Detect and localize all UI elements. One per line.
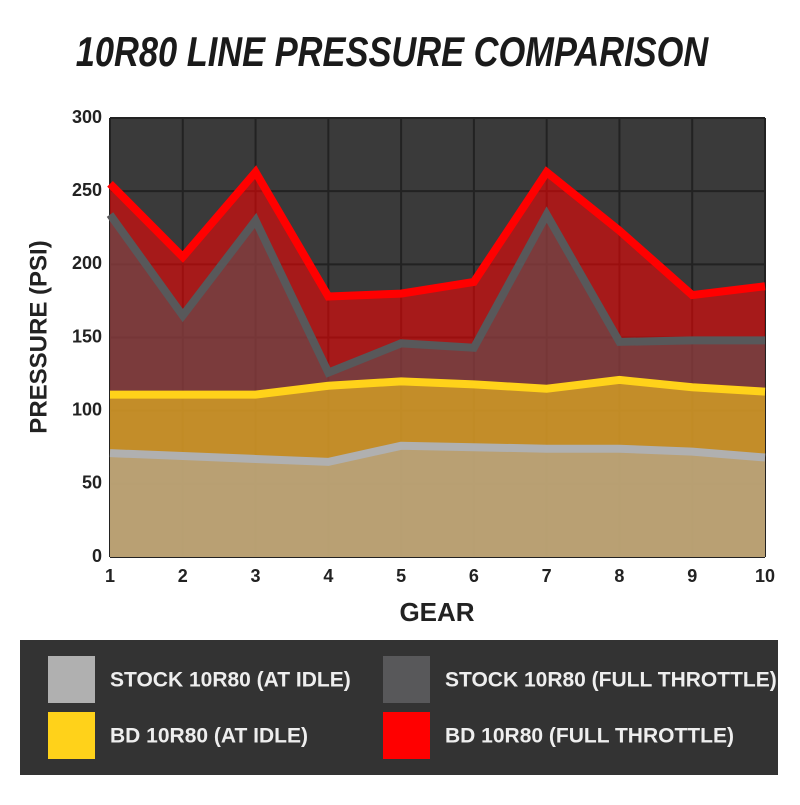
y-tick-label: 200 <box>72 253 102 273</box>
y-tick-label: 100 <box>72 399 102 419</box>
legend-swatch <box>383 712 430 759</box>
x-tick-label: 4 <box>323 566 333 586</box>
x-tick-label: 10 <box>755 566 775 586</box>
legend: STOCK 10R80 (AT IDLE) STOCK 10R80 (FULL T… <box>48 656 777 759</box>
y-tick-label: 50 <box>82 473 102 493</box>
x-tick-label: 8 <box>614 566 624 586</box>
areas <box>106 165 766 558</box>
x-axis-label: GEAR <box>399 597 474 627</box>
chart-title: 10R80 LINE PRESSURE COMPARISON <box>76 29 710 76</box>
x-tick-label: 6 <box>469 566 479 586</box>
area-fill <box>110 445 765 557</box>
legend-label: BD 10R80 (AT IDLE) <box>110 725 308 748</box>
legend-swatch <box>383 656 430 703</box>
y-tick-label: 250 <box>72 180 102 200</box>
series-line <box>110 375 766 399</box>
legend-swatch <box>48 712 95 759</box>
y-axis-label: PRESSURE (PSI) <box>25 240 52 433</box>
y-tick-label: 150 <box>72 326 102 346</box>
x-tick-label: 5 <box>396 566 406 586</box>
legend-label: BD 10R80 (FULL THROTTLE) <box>445 725 734 748</box>
x-tick-label: 1 <box>105 566 115 586</box>
x-tick-label: 7 <box>542 566 552 586</box>
labels: 0 50 100 150 200 250 300 1 2 3 4 5 6 7 8 9 10 <box>72 107 775 586</box>
series-line <box>106 206 765 378</box>
x-tick-label: 3 <box>251 566 261 586</box>
x-tick-label: 2 <box>178 566 188 586</box>
series-line <box>107 165 766 301</box>
series-line <box>109 441 766 466</box>
legend-label: STOCK 10R80 (AT IDLE) <box>110 669 351 692</box>
legend-label: STOCK 10R80 (FULL THROTTLE) <box>445 669 777 692</box>
legend-swatch <box>48 656 95 703</box>
y-tick-label: 300 <box>72 107 102 127</box>
x-tick-label: 9 <box>687 566 697 586</box>
y-tick-label: 0 <box>92 546 102 566</box>
